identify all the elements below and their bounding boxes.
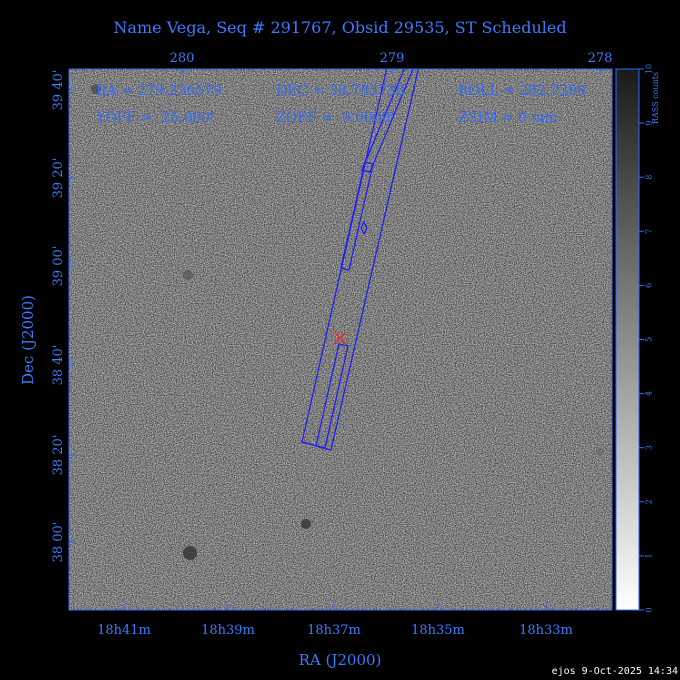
left-tick-label: 39 40' (51, 70, 66, 111)
source-blob (183, 546, 197, 560)
colorbar-tick-label: 4 (645, 391, 654, 396)
bottom-tick-label: 18h35m (411, 623, 465, 638)
yoff-readout: YOFF = 25.000' (95, 110, 214, 126)
bottom-tick-label: 18h37m (307, 623, 361, 638)
colorbar-tick-label: 2 (645, 499, 654, 504)
bottom-tick-label: 18h39m (201, 623, 255, 638)
source-blob (183, 270, 193, 280)
colorbar (615, 68, 640, 611)
colorbar-tick-label: 10 (645, 64, 654, 74)
ra-readout: RA = 279.236579 (96, 83, 222, 99)
colorbar-tick-label: 7 (645, 229, 654, 234)
y-axis-label: Dec (J2000) (19, 295, 37, 385)
aperture-outline-inner (315, 343, 349, 449)
zoff-readout: ZOFF = 0.0000' (276, 110, 395, 126)
top-tick-label: 278 (588, 51, 613, 66)
top-tick-label: 280 (170, 51, 195, 66)
instrument-outline (301, 69, 420, 451)
left-tick-label: 38 00' (51, 522, 66, 563)
left-tick-label: 38 40' (51, 345, 66, 386)
colorbar-tick-label: 5 (645, 337, 654, 342)
roll-readout: ROLL = 282.7299 (458, 83, 586, 99)
tick-marks (69, 69, 601, 610)
rass-image (69, 69, 612, 610)
colorbar-tick-label: 3 (645, 445, 654, 450)
colorbar-tick-label: 0 (645, 607, 654, 612)
colorbar-label: RASS counts (651, 72, 660, 124)
bottom-tick-label: 18h41m (97, 623, 151, 638)
target-marker (333, 331, 347, 345)
bottom-axis-labels: 18h41m 18h39m 18h37m 18h35m 18h33m (97, 623, 573, 638)
colorbar-tick-label: 6 (645, 283, 654, 288)
x-axis-label: RA (J2000) (299, 651, 382, 669)
plot-frame (68, 68, 613, 611)
colorbar-ticks: 0 1 2 3 4 5 6 7 8 9 10 (639, 64, 654, 613)
plot-title: Name Vega, Seq # 291767, Obsid 29535, ST… (113, 18, 567, 37)
center-diamond (360, 220, 368, 236)
top-tick-label: 279 (380, 51, 405, 66)
slit-outline-upper (361, 69, 414, 173)
left-tick-label: 38 20' (51, 435, 66, 476)
colorbar-tick-label: 9 (645, 121, 654, 126)
sources (91, 84, 604, 560)
left-tick-label: 39 20' (51, 158, 66, 199)
source-blob (301, 519, 311, 529)
colorbar-tick-label: 8 (645, 175, 654, 180)
footer-timestamp: ejos 9-Oct-2025 14:34 (551, 666, 678, 677)
left-axis-labels: 39 40' 39 20' 39 00' 38 40' 38 20' 38 00… (51, 70, 66, 563)
bottom-tick-label: 18h33m (519, 623, 573, 638)
source-blob (596, 448, 604, 456)
left-tick-label: 39 00' (51, 246, 66, 287)
zsim-readout: ZSIM = 0 mm (458, 110, 558, 126)
dec-readout: DEC = 38.785736 (276, 83, 405, 99)
colorbar-tick-label: 1 (645, 553, 654, 558)
source-blob (91, 84, 101, 94)
